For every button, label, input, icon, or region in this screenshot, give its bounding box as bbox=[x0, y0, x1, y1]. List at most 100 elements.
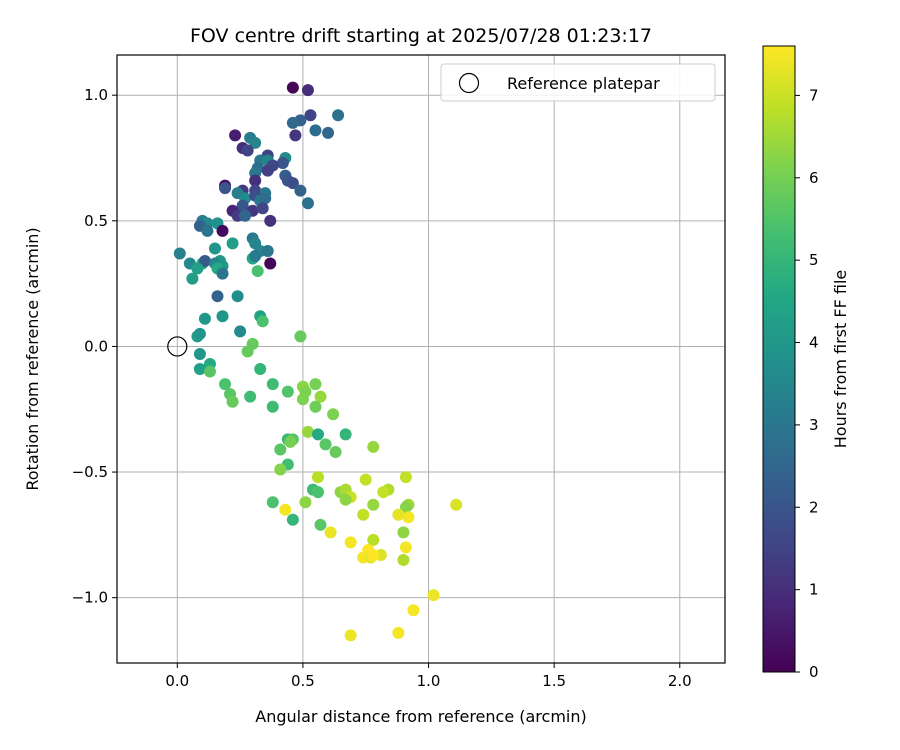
data-point bbox=[309, 124, 322, 137]
data-point bbox=[299, 496, 312, 509]
data-point bbox=[397, 526, 410, 539]
data-point bbox=[249, 174, 262, 187]
colorbar-tick-label: 5 bbox=[809, 251, 819, 269]
data-point bbox=[256, 315, 269, 328]
data-point bbox=[239, 209, 252, 222]
plot-area-frame bbox=[116, 54, 726, 664]
data-point bbox=[244, 390, 257, 403]
colorbar-tick-label: 1 bbox=[809, 581, 819, 599]
data-point bbox=[266, 378, 279, 391]
y-tick-label: 0.0 bbox=[84, 337, 108, 355]
data-point bbox=[236, 199, 249, 212]
data-point bbox=[264, 214, 277, 227]
data-point bbox=[279, 503, 292, 516]
data-point bbox=[311, 428, 324, 441]
legend-open-circle-icon bbox=[458, 72, 480, 94]
legend-box bbox=[440, 63, 716, 102]
data-point bbox=[392, 508, 405, 521]
data-point bbox=[311, 471, 324, 484]
data-point bbox=[286, 177, 299, 190]
data-point bbox=[367, 533, 380, 546]
colorbar-tick-label: 3 bbox=[809, 416, 819, 434]
x-axis-label: Angular distance from reference (arcmin) bbox=[255, 707, 586, 726]
data-point bbox=[324, 526, 337, 539]
data-point bbox=[286, 81, 299, 94]
y-tick-label: −0.5 bbox=[72, 463, 108, 481]
data-point bbox=[203, 365, 216, 378]
data-point bbox=[407, 604, 420, 617]
colorbar-tick-label: 6 bbox=[809, 169, 819, 187]
data-point bbox=[241, 345, 254, 358]
data-point bbox=[357, 508, 370, 521]
data-point bbox=[191, 262, 204, 275]
colorbar: 0 1 2 3 4 5 6 7 Hours from first FF file bbox=[762, 45, 850, 681]
reference-platepar-marker bbox=[167, 336, 188, 357]
data-point bbox=[211, 290, 224, 303]
data-point bbox=[193, 347, 206, 360]
data-point bbox=[226, 237, 239, 250]
colorbar-tick-label: 4 bbox=[809, 334, 819, 352]
x-axis-ticks: 0.0 0.5 1.0 1.5 2.0 bbox=[165, 663, 692, 690]
data-point bbox=[402, 511, 415, 524]
data-point bbox=[208, 242, 221, 255]
colorbar-label: Hours from first FF file bbox=[831, 270, 850, 449]
data-point bbox=[301, 425, 314, 438]
data-point bbox=[281, 385, 294, 398]
data-point bbox=[234, 325, 247, 338]
data-point bbox=[339, 428, 352, 441]
data-point bbox=[201, 224, 214, 237]
data-point bbox=[261, 164, 274, 177]
data-point bbox=[249, 136, 262, 149]
x-tick-label: 0.0 bbox=[165, 672, 189, 690]
data-point bbox=[274, 443, 287, 456]
data-point bbox=[186, 272, 199, 285]
data-point bbox=[399, 471, 412, 484]
y-tick-label: 0.5 bbox=[84, 212, 108, 230]
data-point bbox=[254, 363, 267, 376]
data-point bbox=[367, 440, 380, 453]
data-point bbox=[274, 463, 287, 476]
x-tick-label: 2.0 bbox=[668, 672, 692, 690]
data-point bbox=[286, 116, 299, 129]
data-point bbox=[296, 393, 309, 406]
y-axis-label: Rotation from reference (arcmin) bbox=[23, 227, 42, 490]
data-point bbox=[219, 182, 232, 195]
data-point bbox=[367, 498, 380, 511]
data-point bbox=[231, 290, 244, 303]
data-point bbox=[377, 486, 390, 499]
data-point bbox=[251, 265, 264, 278]
colorbar-tick-label: 7 bbox=[809, 86, 819, 104]
data-point bbox=[284, 435, 297, 448]
data-point bbox=[427, 589, 440, 602]
data-point bbox=[286, 513, 299, 526]
data-point bbox=[314, 390, 327, 403]
data-point bbox=[193, 327, 206, 340]
data-point bbox=[314, 518, 327, 531]
colorbar-ticks: 0 1 2 3 4 5 6 7 bbox=[795, 86, 819, 681]
data-point bbox=[259, 192, 272, 205]
data-point bbox=[332, 109, 345, 122]
data-point bbox=[249, 249, 262, 262]
data-point bbox=[309, 400, 322, 413]
data-point bbox=[301, 84, 314, 97]
data-point bbox=[289, 129, 302, 142]
data-point bbox=[319, 438, 332, 451]
colorbar-tick-label: 0 bbox=[809, 663, 819, 681]
data-point bbox=[327, 408, 340, 421]
data-point bbox=[193, 363, 206, 376]
data-point bbox=[226, 395, 239, 408]
data-point bbox=[264, 257, 277, 270]
data-point bbox=[311, 486, 324, 499]
data-point bbox=[367, 548, 380, 561]
data-point bbox=[216, 224, 229, 237]
data-point bbox=[219, 378, 232, 391]
y-tick-label: −1.0 bbox=[72, 589, 108, 607]
legend-entry-label: Reference platepar bbox=[507, 74, 660, 93]
legend: Reference platepar bbox=[440, 63, 716, 102]
data-point bbox=[198, 312, 211, 325]
y-axis-ticks: −1.0 −0.5 0.0 0.5 1.0 bbox=[72, 86, 117, 607]
data-point bbox=[329, 445, 342, 458]
colorbar-gradient bbox=[762, 45, 796, 673]
x-tick-label: 1.0 bbox=[417, 672, 441, 690]
